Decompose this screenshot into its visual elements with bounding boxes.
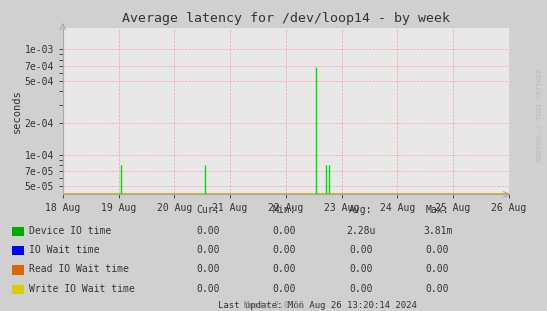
Text: 0.00: 0.00 [426, 245, 449, 255]
Text: 0.00: 0.00 [196, 284, 219, 294]
Text: Write IO Wait time: Write IO Wait time [29, 284, 135, 294]
Text: IO Wait time: IO Wait time [29, 245, 100, 255]
Text: 0.00: 0.00 [273, 284, 296, 294]
Text: 3.81m: 3.81m [423, 226, 452, 236]
Text: Read IO Wait time: Read IO Wait time [29, 264, 129, 274]
Text: Avg:: Avg: [350, 205, 373, 215]
Text: Max:: Max: [426, 205, 449, 215]
Text: Min:: Min: [273, 205, 296, 215]
Text: 0.00: 0.00 [273, 245, 296, 255]
Text: 0.00: 0.00 [196, 226, 219, 236]
Text: Last update: Mon Aug 26 13:20:14 2024: Last update: Mon Aug 26 13:20:14 2024 [218, 301, 417, 310]
Text: 0.00: 0.00 [350, 284, 373, 294]
Text: 0.00: 0.00 [273, 226, 296, 236]
Text: 0.00: 0.00 [350, 264, 373, 274]
Text: 0.00: 0.00 [426, 284, 449, 294]
Text: 2.28u: 2.28u [346, 226, 376, 236]
Text: 0.00: 0.00 [426, 264, 449, 274]
Text: Munin 2.0.56: Munin 2.0.56 [243, 301, 304, 310]
Text: 0.00: 0.00 [196, 264, 219, 274]
Title: Average latency for /dev/loop14 - by week: Average latency for /dev/loop14 - by wee… [122, 12, 450, 26]
Text: 0.00: 0.00 [273, 264, 296, 274]
Text: RRDTOOL / TOBI OETIKER: RRDTOOL / TOBI OETIKER [537, 68, 543, 162]
Text: 0.00: 0.00 [196, 245, 219, 255]
Text: Cur:: Cur: [196, 205, 219, 215]
Text: Device IO time: Device IO time [29, 226, 111, 236]
Text: 0.00: 0.00 [350, 245, 373, 255]
Y-axis label: seconds: seconds [11, 89, 22, 133]
